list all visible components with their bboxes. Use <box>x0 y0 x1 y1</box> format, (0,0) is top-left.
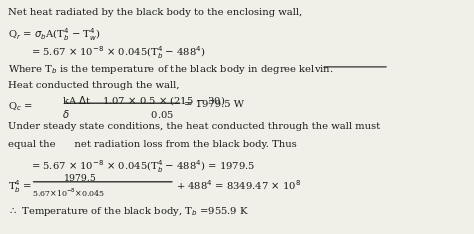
Text: 5.67$\times$10$^{-8}$$\times$0.045: 5.67$\times$10$^{-8}$$\times$0.045 <box>32 187 105 199</box>
Text: Where T$_b$ is the temperature of the black body in degree kelvin.: Where T$_b$ is the temperature of the bl… <box>8 63 333 76</box>
Text: + 488$^4$ = 8349.47 $\times$ 10$^8$: + 488$^4$ = 8349.47 $\times$ 10$^8$ <box>176 178 301 192</box>
Text: $\therefore$ Temperature of the black body, T$_b$ =955.9 K: $\therefore$ Temperature of the black bo… <box>8 205 249 218</box>
Text: Net heat radiated by the black body to the enclosing wall,: Net heat radiated by the black body to t… <box>8 8 302 17</box>
Text: equal the      net radiation loss from the black body. Thus: equal the net radiation loss from the bl… <box>8 140 296 149</box>
Text: Under steady state conditions, the heat conducted through the wall must: Under steady state conditions, the heat … <box>8 122 380 131</box>
Text: = 1979.5 W: = 1979.5 W <box>184 100 244 109</box>
Text: kA $\Delta$t    1.07 $\times$ 0.5 $\times$ (215 $-$ 30): kA $\Delta$t 1.07 $\times$ 0.5 $\times$ … <box>62 95 225 107</box>
Text: 1979.5: 1979.5 <box>64 175 97 183</box>
Text: Q$_r$ = $\sigma_b$A(T$_b^4$ $-$ T$_w^4$): Q$_r$ = $\sigma_b$A(T$_b^4$ $-$ T$_w^4$) <box>8 26 100 43</box>
Text: = 5.67 $\times$ 10$^{-8}$ $\times$ 0.045(T$_b^4$ $-$ 488$^4$): = 5.67 $\times$ 10$^{-8}$ $\times$ 0.045… <box>31 45 205 61</box>
Text: T$_b^4$ =: T$_b^4$ = <box>8 178 32 195</box>
Text: = 5.67 $\times$ 10$^{-8}$ $\times$ 0.045(T$_b^4$ $-$ 488$^4$) = 1979.5: = 5.67 $\times$ 10$^{-8}$ $\times$ 0.045… <box>31 158 255 175</box>
Text: $\delta$                          0.05: $\delta$ 0.05 <box>62 108 174 120</box>
Text: Heat conducted through the wall,: Heat conducted through the wall, <box>8 81 179 90</box>
Text: Q$_c$ =: Q$_c$ = <box>8 100 33 113</box>
